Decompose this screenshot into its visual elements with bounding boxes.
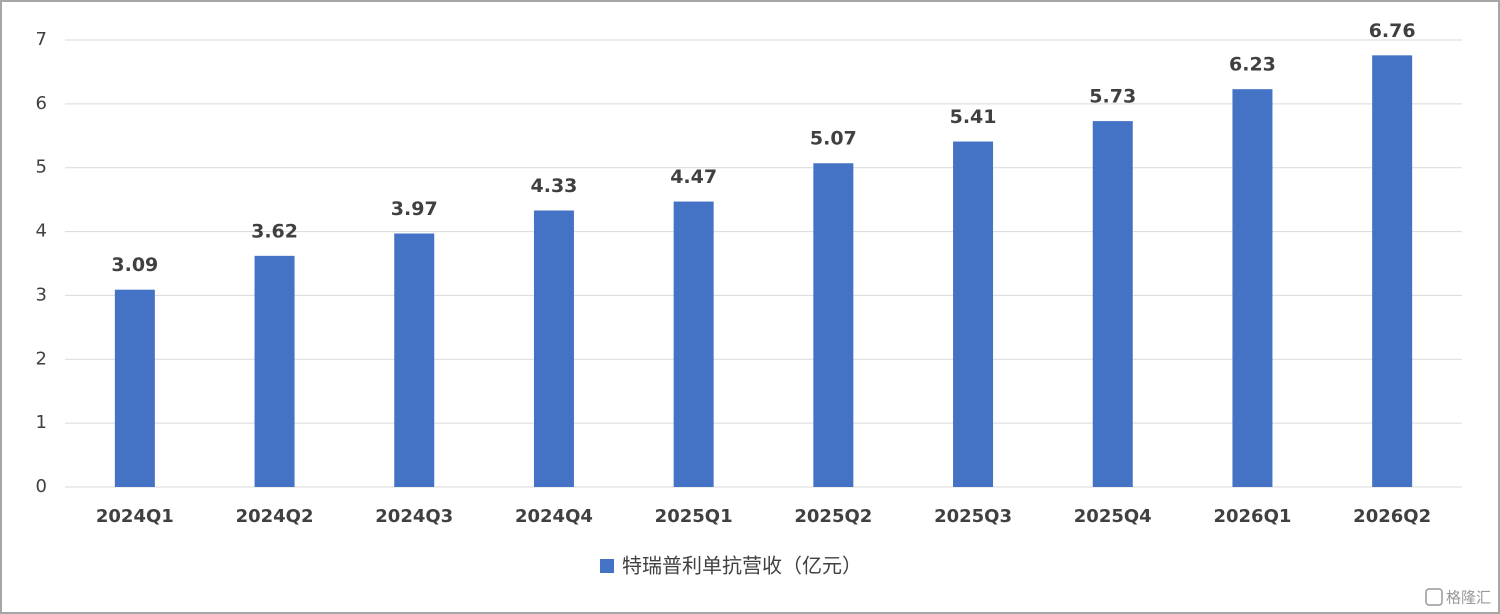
watermark-icon (1425, 588, 1443, 606)
data-label: 6.23 (1229, 54, 1276, 76)
x-tick-label: 2024Q4 (515, 506, 593, 527)
y-tick-label: 5 (36, 157, 47, 178)
bar (673, 201, 714, 487)
data-label: 3.97 (391, 198, 438, 220)
y-tick-label: 1 (36, 412, 47, 433)
x-tick-label: 2025Q1 (655, 506, 733, 527)
data-label: 4.47 (670, 166, 717, 188)
legend-swatch (600, 559, 614, 573)
data-label: 5.07 (810, 128, 857, 150)
x-tick-label: 2026Q1 (1213, 506, 1291, 527)
y-tick-label: 4 (36, 221, 47, 242)
data-label: 5.41 (950, 106, 997, 128)
x-tick-label: 2025Q4 (1074, 506, 1152, 527)
bar (813, 163, 854, 487)
data-label: 5.73 (1089, 86, 1136, 108)
bar (114, 289, 155, 487)
y-tick-label: 2 (36, 348, 47, 369)
bar (394, 233, 435, 487)
x-tick-label: 2024Q3 (375, 506, 453, 527)
y-tick-label: 0 (36, 476, 47, 497)
y-tick-label: 6 (36, 93, 47, 114)
y-tick-label: 3 (36, 284, 47, 305)
legend-label: 特瑞普利单抗营收（亿元） (622, 554, 862, 578)
data-label: 4.33 (531, 175, 578, 197)
x-tick-label: 2024Q1 (96, 506, 174, 527)
bar (254, 255, 295, 487)
bar (1092, 121, 1133, 487)
y-tick-label: 7 (36, 29, 47, 50)
bar (533, 210, 574, 487)
data-label: 3.09 (111, 254, 158, 276)
data-label: 6.76 (1369, 20, 1416, 42)
bar (953, 141, 994, 488)
bar (1372, 55, 1413, 487)
bar (1232, 89, 1273, 488)
x-tick-label: 2026Q2 (1353, 506, 1431, 527)
data-label: 3.62 (251, 220, 298, 242)
x-tick-label: 2025Q3 (934, 506, 1012, 527)
x-tick-label: 2025Q2 (794, 506, 872, 527)
x-tick-label: 2024Q2 (236, 506, 314, 527)
watermark: 格隆汇 (1446, 589, 1491, 607)
